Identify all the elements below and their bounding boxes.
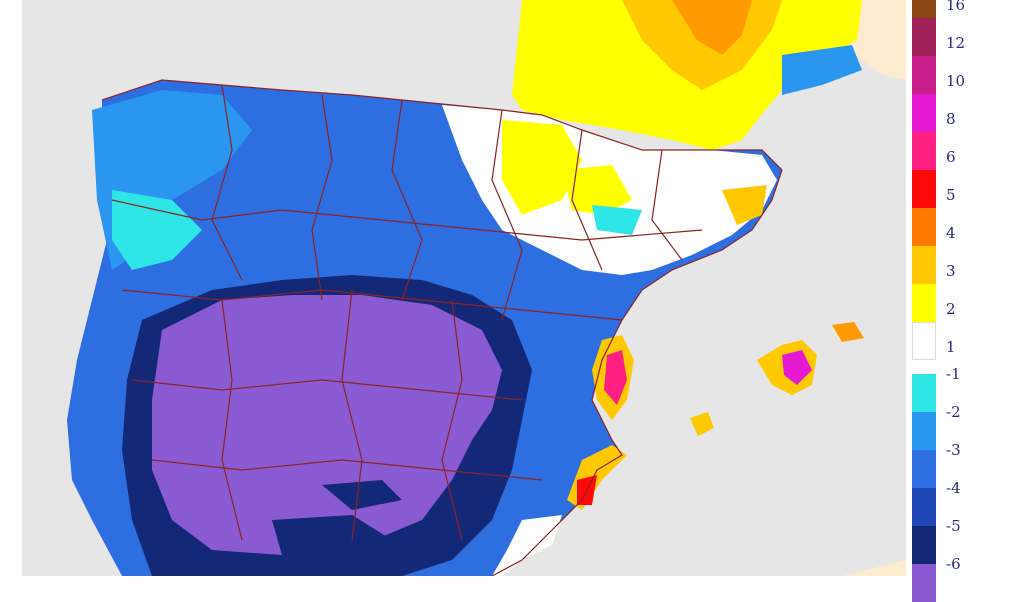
legend-label-negative: -5	[946, 517, 961, 535]
mallorca-hot-patch	[782, 350, 812, 385]
france-cool-zone	[782, 45, 862, 95]
menorca-island	[832, 322, 864, 342]
legend-swatch-negative	[912, 564, 936, 602]
legend-swatch-positive	[912, 132, 936, 170]
legend-swatch-negative	[912, 526, 936, 564]
legend-label-negative: -3	[946, 441, 961, 459]
legend-label-negative: -2	[946, 403, 961, 421]
legend-label-negative: -1	[946, 365, 961, 383]
legend-label-positive: 12	[946, 34, 966, 52]
navarra-warm-zone	[502, 120, 582, 215]
legend-swatch-positive	[912, 208, 936, 246]
valencia-hot-patch	[604, 350, 627, 405]
legend-swatch-positive	[912, 18, 936, 56]
galicia-mild-zone	[112, 190, 202, 270]
legend-label-positive: 10	[946, 72, 966, 90]
legend-swatch-negative	[912, 412, 936, 450]
legend-label-positive: 16	[946, 0, 966, 14]
legend-label-positive: 1	[946, 338, 956, 356]
legend-swatch-positive	[912, 322, 936, 360]
legend-label-positive: 2	[946, 300, 956, 318]
legend-label-positive: 6	[946, 148, 956, 166]
legend-swatch-positive	[912, 284, 936, 322]
legend-label-positive: 3	[946, 262, 956, 280]
legend-swatch-positive	[912, 94, 936, 132]
legend-label-negative: -6	[946, 555, 961, 573]
almeria-neutral-patch	[492, 515, 562, 576]
africa-land	[842, 560, 906, 576]
province-borders	[101, 79, 783, 576]
legend-swatch-positive	[912, 0, 936, 18]
legend-label-negative: -4	[946, 479, 961, 497]
map-canvas	[22, 0, 906, 576]
sierra-cold-patch	[322, 480, 402, 510]
central-extreme-cold	[152, 295, 502, 555]
legend-swatch-negative	[912, 374, 936, 412]
legend-swatch-negative	[912, 450, 936, 488]
color-legend: 16 12 10 8 6 5 4 3 2 1 -1 -2 -3 -4 -5 -6	[906, 0, 1024, 602]
legend-swatch-negative	[912, 488, 936, 526]
legend-label-positive: 4	[946, 224, 956, 242]
andalucia-cold-patch	[272, 515, 392, 560]
france-hot-zone	[672, 0, 752, 55]
temperature-anomaly-map	[22, 0, 906, 576]
aragon-warm-zone	[562, 165, 632, 215]
catalonia-warm-patch	[722, 185, 767, 225]
ibiza-island	[690, 412, 714, 436]
legend-swatch-positive	[912, 170, 936, 208]
legend-label-positive: 8	[946, 110, 956, 128]
legend-swatch-positive	[912, 56, 936, 94]
legend-swatch-positive	[912, 246, 936, 284]
legend-label-positive: 5	[946, 186, 956, 204]
aragon-cool-patch	[592, 205, 642, 235]
